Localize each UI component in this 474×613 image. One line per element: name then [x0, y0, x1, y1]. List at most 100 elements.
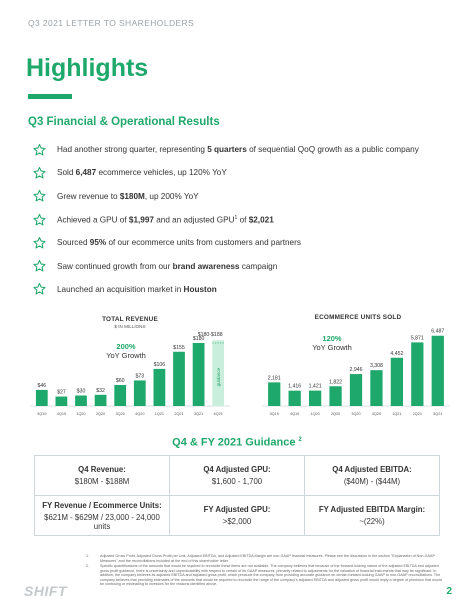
page-number: 2: [446, 586, 452, 597]
star-icon: [33, 143, 46, 156]
tick-label: 3Q21: [433, 412, 442, 416]
tick-label: 1Q20: [76, 412, 85, 416]
shift-logo: SHIFT: [24, 583, 67, 599]
data-label: $32: [96, 388, 105, 394]
bar: [192, 343, 205, 406]
highlight-text: Had another strong quarter, representing…: [57, 145, 419, 155]
bar: [349, 374, 363, 406]
bar: [390, 357, 404, 406]
tick-label: 3Q19: [37, 412, 46, 416]
data-label: 1,822: [329, 379, 342, 385]
guidance-section: Q4 & FY 2021 Guidance 2 Q4 Revenue: $180M…: [34, 425, 440, 553]
tick-label: 2Q20: [96, 412, 105, 416]
highlight-text: Grew revenue to $180M, up 200% YoY: [57, 191, 199, 201]
highlight-text: Sold 6,487 ecommerce vehicles, up 120% Y…: [57, 168, 227, 178]
guidance-label: Q4 Adjusted EBITDA:: [332, 465, 412, 474]
tick-label: 1Q21: [392, 412, 401, 416]
guidance-value: $621M - $629M / 23,000 - 24,000 units: [44, 512, 160, 531]
guidance-cell: Q4 Revenue: $180M - $188M: [34, 455, 170, 496]
bar: [411, 342, 424, 406]
ecommerce-units-chart: ECOMMERCE UNITS SOLD 120% YoY Growth 2,1…: [258, 310, 458, 450]
guidance-row-fy: FY Revenue / Ecommerce Units: $621M - $62…: [34, 495, 440, 536]
guidance-footnote-ref: 2: [298, 437, 302, 443]
data-label: $73: [135, 373, 144, 379]
bar: [55, 396, 68, 406]
data-label: 5,871: [411, 335, 424, 341]
footnote: 1. Adjusted Gross Profit, Adjusted Gross …: [86, 554, 446, 563]
data-label: 3,308: [370, 363, 383, 369]
highlight-item: Grew revenue to $180M, up 200% YoY: [32, 185, 462, 208]
data-label: $30: [77, 389, 86, 395]
bar: [114, 385, 127, 406]
tick-label: 4Q20: [135, 412, 144, 416]
tick-label: 3Q20: [116, 412, 125, 416]
data-label: 1,416: [288, 384, 301, 390]
data-label: $60: [116, 378, 125, 384]
highlight-item: Had another strong quarter, representing…: [32, 138, 462, 161]
guidance-value: $180M - $188M: [74, 477, 130, 486]
star-icon: [33, 190, 46, 202]
tick-label: 4Q19: [290, 412, 299, 416]
footnote-text: Specific quantifications of the amounts …: [100, 564, 442, 586]
guidance-value: >$2,000: [222, 517, 252, 526]
footnote: 2. Specific quantifications of the amount…: [86, 564, 446, 587]
tick-label: 4Q19: [57, 412, 66, 416]
highlight-text: Launched an acquisition market in Housto…: [57, 284, 217, 294]
tick-label: 3Q20: [351, 412, 360, 416]
chart-svg: 2,181 3Q19 1,416 4Q19 1,421 1Q20 1,822 2Q20 2,94…: [262, 329, 450, 416]
footnote-number: 2.: [86, 564, 90, 568]
growth-label: YoY Growth: [312, 343, 352, 352]
data-label: 2,181: [268, 375, 281, 381]
data-label: $46: [37, 383, 46, 389]
highlights-list: Had another strong quarter, representing…: [32, 138, 462, 301]
bar: [370, 370, 383, 406]
guidance-cell: FY Adjusted GPU: >$2,000: [169, 495, 305, 536]
guidance-label: Q4 Revenue:: [78, 465, 126, 474]
guidance-table: Q4 Revenue: $180M - $188M Q4 Adjusted GPU…: [34, 455, 440, 536]
total-revenue-chart: TOTAL REVENUE $ IN MILLIONS 200% YoY Gro…: [30, 310, 230, 450]
star-icon: [33, 166, 46, 179]
tick-label: 2Q21: [174, 412, 183, 416]
footnote-number: 1.: [86, 554, 90, 558]
chart-subtitle: $ IN MILLIONS: [114, 324, 146, 329]
title-underline: [28, 94, 72, 99]
guidance-value: $1,600 - 1,700: [211, 477, 263, 486]
data-label: 6,487: [431, 329, 444, 335]
bar: [153, 368, 166, 406]
data-label: $106: [154, 362, 166, 368]
guidance-label: Q4 Adjusted GPU:: [203, 465, 271, 474]
data-label: $27: [57, 390, 66, 396]
bar: [173, 351, 185, 406]
guidance-title-text: Q4 & FY 2021 Guidance: [172, 436, 296, 449]
guidance-title: Q4 & FY 2021 Guidance 2: [34, 425, 440, 455]
star-icon: [33, 213, 46, 226]
highlight-text: Sourced 95% of our ecommerce units from …: [57, 238, 301, 248]
bar: [133, 380, 146, 406]
highlight-item: Achieved a GPU of $1,997 and an adjusted…: [32, 208, 462, 231]
highlight-item: Saw continued growth from our brand awar…: [32, 254, 462, 277]
chart-title: ECOMMERCE UNITS SOLD: [314, 314, 402, 321]
data-label: 2,946: [350, 367, 363, 373]
guidance-text: guidance: [216, 367, 221, 386]
guidance-cell: Q4 Adjusted EBITDA: ($40M) - ($44M): [304, 455, 440, 496]
growth-percent: 200%: [116, 342, 136, 351]
bar: [329, 386, 342, 406]
tick-label: 2Q20: [331, 412, 340, 416]
bar: [308, 390, 322, 406]
data-label: $155: [173, 345, 185, 351]
guidance-label: FY Revenue / Ecommerce Units:: [42, 500, 162, 510]
page-title: Highlights: [26, 54, 149, 82]
star-icon: [33, 283, 46, 295]
data-label: 4,452: [390, 351, 403, 357]
growth-label: YoY Growth: [106, 351, 146, 360]
star-icon: [33, 236, 46, 249]
guidance-label: FY Adjusted EBITDA Margin:: [318, 505, 426, 514]
guidance-bar: [212, 340, 225, 406]
star-icon: [33, 260, 46, 272]
guidance-cell: FY Revenue / Ecommerce Units: $621M - $62…: [34, 495, 170, 536]
bar: [431, 335, 444, 406]
chart-title: TOTAL REVENUE: [102, 316, 158, 323]
bar: [35, 389, 48, 406]
guidance-range-label: $180-$188: [198, 332, 223, 338]
tick-label: 3Q21: [194, 412, 203, 416]
